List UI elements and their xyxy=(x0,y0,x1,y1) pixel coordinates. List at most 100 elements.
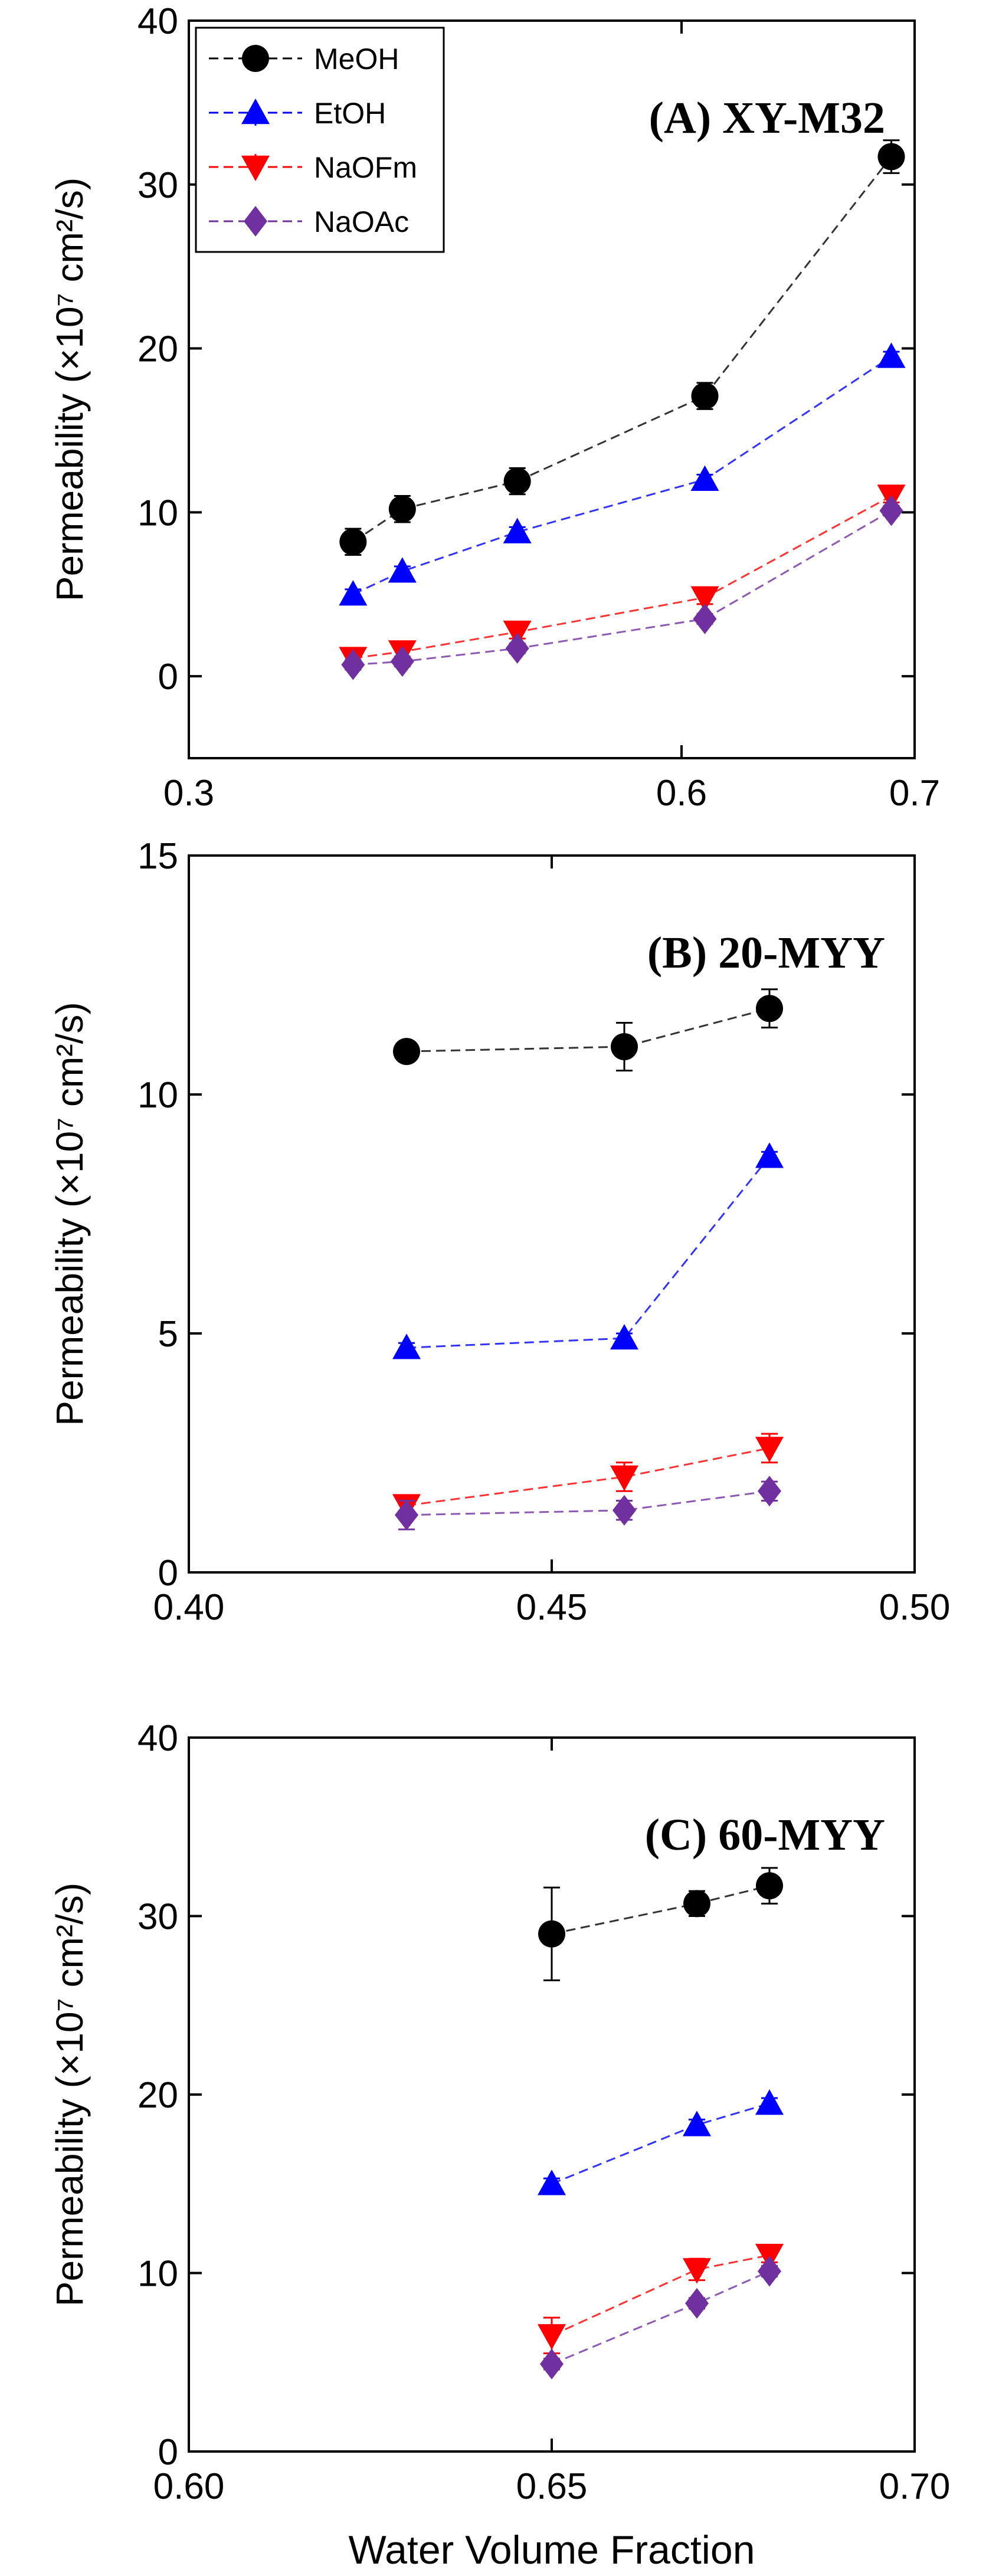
series-meoh xyxy=(339,139,905,556)
data-point xyxy=(395,1499,418,1530)
y-tick-label: 30 xyxy=(137,1897,178,1938)
data-point xyxy=(877,342,906,368)
y-tick-label: 20 xyxy=(137,2075,178,2116)
series-naofm xyxy=(339,484,906,673)
legend-label: EtOH xyxy=(314,97,386,130)
legend-marker xyxy=(244,206,267,237)
data-point xyxy=(392,1333,421,1359)
data-point xyxy=(758,1476,781,1507)
panel-c: 0 10 20 30 40 0.60 0.65 0.70 Permeability (×10⁷ … xyxy=(48,1718,950,2572)
legend-marker xyxy=(241,99,270,124)
x-tick-label: 0.65 xyxy=(516,2466,588,2507)
x-tick-label: 0.6 xyxy=(656,773,707,814)
data-point xyxy=(877,143,905,171)
plot-frame xyxy=(188,19,916,759)
series-naofm xyxy=(538,2244,784,2355)
data-point xyxy=(390,646,414,677)
x-tick-label: 0.45 xyxy=(516,1587,588,1628)
data-point xyxy=(755,1142,784,1168)
data-point xyxy=(879,495,903,526)
data-point xyxy=(755,1437,784,1463)
y-tick-label: 0 xyxy=(158,2432,178,2473)
x-tick-label: 0.3 xyxy=(163,773,214,814)
legend-label: MeOH xyxy=(314,42,399,76)
data-point xyxy=(693,603,717,634)
y-tick-label: 5 xyxy=(158,1314,178,1355)
data-point xyxy=(538,2169,566,2195)
data-point xyxy=(505,632,529,664)
x-tick-label: 0.7 xyxy=(889,773,940,814)
y-tick-label: 0 xyxy=(158,657,178,697)
series-line xyxy=(406,1447,770,1507)
x-tick-label: 0.50 xyxy=(879,1587,951,1628)
data-point xyxy=(339,580,368,606)
y-tick-label: 20 xyxy=(137,329,178,370)
series-naoac xyxy=(395,1476,781,1530)
y-axis-label: Permeability (×10⁷ cm²/s) xyxy=(48,1883,91,2306)
series-etoh xyxy=(538,2089,784,2195)
data-point xyxy=(540,2348,564,2380)
data-point xyxy=(755,2089,784,2115)
data-point xyxy=(388,495,416,523)
x-axis-label: Water Volume Fraction xyxy=(348,2528,755,2572)
data-point xyxy=(503,517,532,543)
panel-title: (C) 60-MYY xyxy=(645,1810,885,1860)
x-tick-label: 0.40 xyxy=(153,1587,225,1628)
series-naofm xyxy=(392,1433,784,1520)
series-line xyxy=(353,510,892,666)
series-meoh xyxy=(538,1867,783,1981)
legend-marker xyxy=(242,45,269,72)
data-point xyxy=(612,1495,636,1526)
data-point xyxy=(690,586,719,612)
x-tick-label: 0.60 xyxy=(153,2466,225,2507)
y-tick-label: 10 xyxy=(137,1075,178,1116)
panel-title: (B) 20-MYY xyxy=(647,928,885,978)
y-tick-label: 40 xyxy=(137,1718,178,1759)
panel-b: 0 5 10 15 0.40 0.45 0.50 Permeability (×10⁷ cm²… xyxy=(48,836,950,1628)
legend-marker xyxy=(241,155,270,181)
legend-label: NaOFm xyxy=(314,151,417,184)
series-line xyxy=(406,1156,771,1349)
data-point xyxy=(611,1033,638,1060)
legend-box xyxy=(195,27,445,253)
y-tick-label: 0 xyxy=(158,1553,178,1594)
data-point xyxy=(610,1465,638,1491)
y-axis-label: Permeability (×10⁷ cm²/s) xyxy=(48,1002,91,1425)
series-line xyxy=(406,1490,770,1516)
data-point xyxy=(690,465,719,491)
data-point xyxy=(538,1920,565,1948)
data-point xyxy=(758,2256,781,2287)
y-tick-label: 10 xyxy=(137,2254,178,2295)
y-axis-label: Permeability (×10⁷ cm²/s) xyxy=(48,178,91,601)
series-naoac xyxy=(540,2256,781,2380)
panel-a: 0 10 20 30 40 0.3 0.6 0.7 Permeability (×10⁷ cm²… xyxy=(48,1,940,814)
data-point xyxy=(610,1324,638,1350)
series-etoh xyxy=(392,1142,784,1359)
series-line xyxy=(353,495,892,660)
x-tick-label: 0.70 xyxy=(879,2466,951,2507)
data-point xyxy=(683,2258,711,2284)
y-tick-label: 10 xyxy=(137,493,178,533)
data-point xyxy=(683,1890,710,1918)
series-naoac xyxy=(341,495,903,680)
series-line xyxy=(551,1885,770,1935)
data-point xyxy=(341,649,365,680)
data-point xyxy=(685,2287,709,2319)
series-etoh xyxy=(339,342,906,606)
series-meoh xyxy=(393,988,783,1071)
data-point xyxy=(683,2110,711,2136)
legend-label: NaOAc xyxy=(314,205,409,238)
series-line xyxy=(551,2270,770,2365)
data-point xyxy=(756,995,783,1022)
data-point xyxy=(503,467,531,495)
series-line xyxy=(406,1007,770,1053)
data-point xyxy=(388,557,417,583)
series-line xyxy=(551,2102,770,2185)
y-tick-label: 30 xyxy=(137,165,178,206)
y-tick-label: 15 xyxy=(137,836,178,877)
data-point xyxy=(339,528,367,556)
series-line xyxy=(352,356,892,595)
data-point xyxy=(756,1872,783,1900)
data-point xyxy=(393,1038,420,1066)
